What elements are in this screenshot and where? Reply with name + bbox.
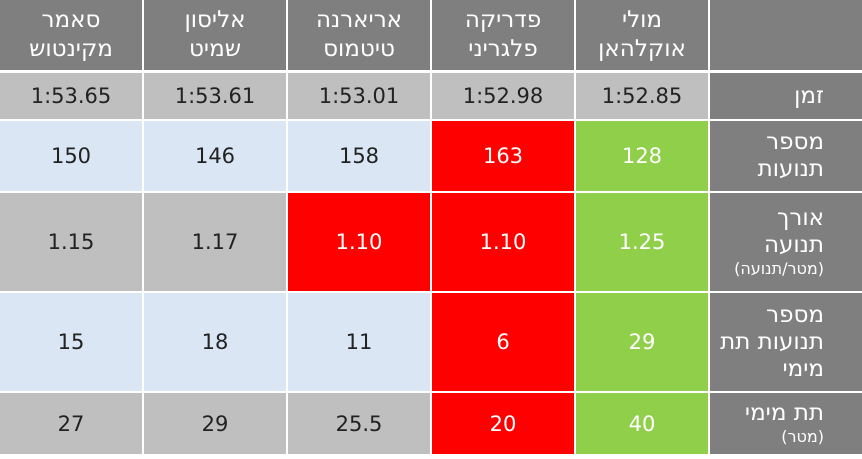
table-cell: 158 (288, 121, 430, 191)
row-label: אורך תנועה (מטר/תנועה) (710, 193, 862, 291)
table-cell: 20 (432, 393, 574, 454)
table-cell: 18 (144, 293, 286, 391)
row-label-line: תנועות תת (720, 328, 824, 355)
table-cell: 11 (288, 293, 430, 391)
row-label-unit: (מטר/תנועה) (734, 259, 824, 278)
column-header-first-name: סאמר (41, 7, 101, 33)
row-label-line: זמן (794, 82, 824, 109)
column-header-first-name: מולי (621, 7, 663, 33)
column-header-first-name: אריארנה (315, 7, 403, 33)
column-header-last-name: פלגריני (468, 36, 538, 62)
column-header-first-name: אליסון (184, 7, 246, 33)
table-cell: 1.15 (0, 193, 142, 291)
table-cell: 40 (576, 393, 708, 454)
column-header: מולי אוקלהאן (576, 0, 708, 70)
table-cell: 25.5 (288, 393, 430, 454)
column-header-last-name: טיטמוס (323, 36, 395, 62)
table-cell: 150 (0, 121, 142, 191)
row-label-line: תנועה (763, 232, 824, 258)
row-label-line: מימי (782, 355, 824, 382)
table-cell: 1:53.65 (0, 73, 142, 119)
table-cell: 128 (576, 121, 708, 191)
row-label-unit: (מטר) (781, 427, 824, 446)
table-cell: 1.10 (288, 193, 430, 291)
column-header-last-name: שמיט (189, 36, 241, 62)
row-label: זמן (710, 73, 862, 119)
column-header: אריארנה טיטמוס (288, 0, 430, 70)
column-header-last-name: אוקלהאן (598, 36, 686, 62)
row-label: מספר תנועות (710, 121, 862, 191)
row-label-line: תת מימי (744, 400, 824, 426)
column-header-first-name: פדריקה (464, 7, 542, 33)
row-label: תת מימי (מטר) (710, 393, 862, 454)
table-cell: 27 (0, 393, 142, 454)
table-cell: 1.10 (432, 193, 574, 291)
table-cell: 1.25 (576, 193, 708, 291)
table-cell: 1:53.61 (144, 73, 286, 119)
row-label: מספר תנועות תת מימי (710, 293, 862, 391)
row-label-line: מספר (766, 129, 824, 155)
table-cell: 1:52.85 (576, 73, 708, 119)
table-cell: 29 (144, 393, 286, 454)
table-cell: 1:53.01 (288, 73, 430, 119)
column-header: פדריקה פלגריני (432, 0, 574, 70)
column-header-last-name: מקינטוש (29, 36, 113, 62)
table-cell: 6 (432, 293, 574, 391)
table-cell: 29 (576, 293, 708, 391)
column-header: אליסון שמיט (144, 0, 286, 70)
row-label-line: תנועות (757, 156, 824, 182)
table-cell: 1:52.98 (432, 73, 574, 119)
table-cell: 146 (144, 121, 286, 191)
table-cell: 15 (0, 293, 142, 391)
row-label-line: מספר (766, 301, 824, 328)
table-cell: 163 (432, 121, 574, 191)
row-label-line: אורך (777, 205, 824, 231)
header-corner-cell (710, 0, 862, 70)
column-header: סאמר מקינטוש (0, 0, 142, 70)
table-cell: 1.17 (144, 193, 286, 291)
